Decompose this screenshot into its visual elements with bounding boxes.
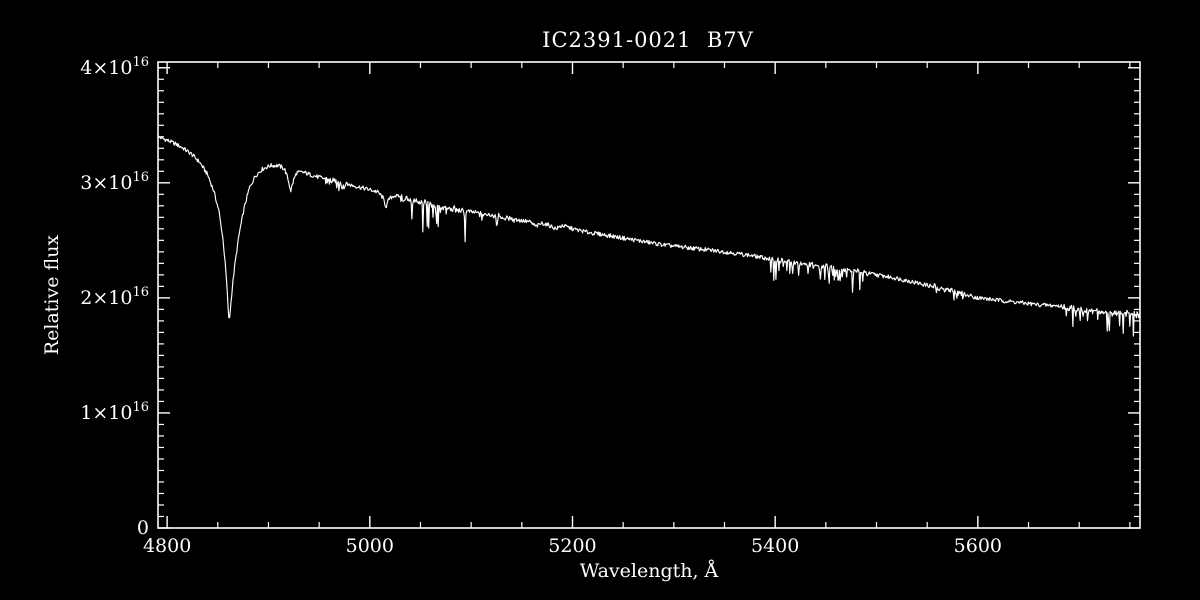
y-tick-label: 3×1016	[80, 170, 149, 194]
x-tick-label: 5200	[548, 535, 596, 557]
plot-frame: 4800 5000 5200 5400 5600 0 1×1016 2×1016 3×1016 4…	[80, 55, 1141, 557]
y-tick-label: 0	[137, 517, 149, 539]
y-tick-label: 4×1016	[80, 55, 149, 79]
axes-frame	[157, 61, 1141, 529]
y-axis-title: Relative flux	[41, 235, 63, 356]
spectrum-curve	[157, 135, 1141, 337]
y-tick-label: 1×1016	[80, 400, 149, 424]
x-tick-label: 4800	[143, 535, 191, 557]
spectrum-path	[157, 135, 1141, 337]
x-axis-title: Wavelength, Å	[580, 560, 719, 582]
x-tick-label: 5400	[751, 535, 799, 557]
chart-title: IC2391-0021 B7V	[542, 28, 754, 52]
x-tick-label: 5000	[346, 535, 394, 557]
y-tick-label: 2×1016	[80, 285, 149, 309]
x-tick-label: 5600	[954, 535, 1002, 557]
